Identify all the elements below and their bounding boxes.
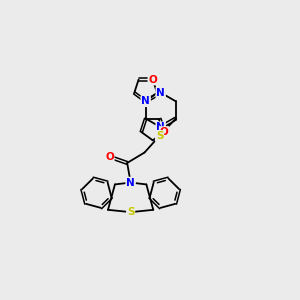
Text: N: N xyxy=(126,178,135,188)
Text: O: O xyxy=(148,74,157,85)
Text: N: N xyxy=(156,88,165,98)
Text: O: O xyxy=(105,152,114,162)
Text: O: O xyxy=(160,127,169,137)
Text: N: N xyxy=(141,96,150,106)
Text: S: S xyxy=(127,207,134,217)
Text: S: S xyxy=(156,131,163,141)
Text: N: N xyxy=(156,122,165,132)
